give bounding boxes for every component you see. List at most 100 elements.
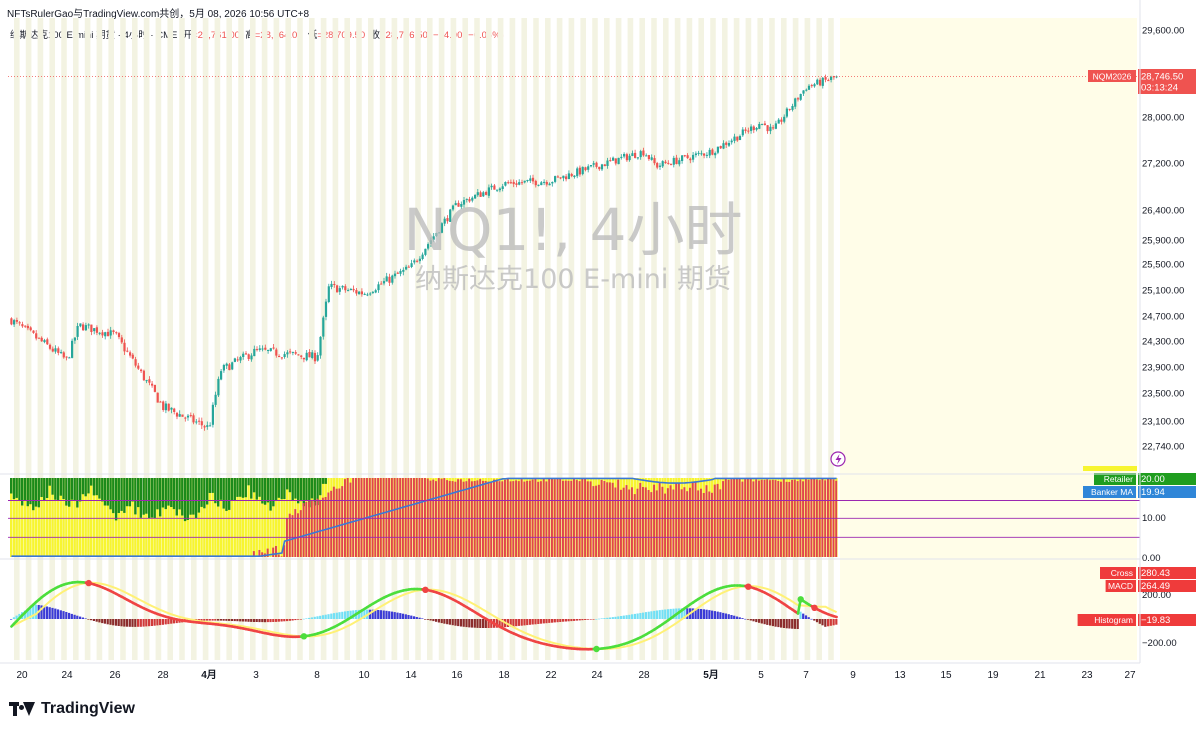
candle-body xyxy=(369,293,372,295)
symbol-name[interactable]: 纳斯达克100 E-mini 期货 · 4小时 · CME xyxy=(10,30,178,41)
session-band xyxy=(580,18,586,660)
candle-body xyxy=(10,318,13,325)
candle-body xyxy=(48,344,52,349)
banker-red-bar xyxy=(319,499,322,557)
candle-body xyxy=(95,327,98,333)
session-band xyxy=(757,18,763,660)
histogram-bar xyxy=(139,619,142,627)
retailer-green-bar xyxy=(236,478,239,497)
retailer-green-bar xyxy=(310,478,314,499)
histogram-bar xyxy=(401,613,405,619)
retailer-yellow-bar xyxy=(10,478,13,557)
histogram-bar xyxy=(385,610,388,619)
retailer-yellow-bar xyxy=(247,478,250,557)
session-band xyxy=(61,18,67,660)
candle-body xyxy=(104,332,107,337)
banker-red-bar xyxy=(288,513,291,557)
candle-body xyxy=(178,414,181,417)
candle-body xyxy=(148,379,151,383)
histogram-bar xyxy=(421,618,424,619)
candle-body xyxy=(636,157,639,159)
time-tick-label: 18 xyxy=(498,670,510,681)
candle-body xyxy=(62,352,65,358)
session-band xyxy=(403,18,409,660)
histogram-bar xyxy=(410,615,413,619)
banker-red-bar xyxy=(528,480,531,557)
histogram-bar xyxy=(313,616,316,619)
candle-body xyxy=(220,371,223,380)
histogram-bar xyxy=(261,619,264,623)
histogram-bar xyxy=(225,619,228,621)
histogram-bar xyxy=(214,619,217,621)
histogram-bar xyxy=(512,619,515,627)
retailer-yellow-bar xyxy=(112,478,115,557)
retailer-yellow-bar xyxy=(59,478,63,557)
histogram-bar xyxy=(12,617,16,619)
candle-body xyxy=(700,153,703,155)
histogram-bar xyxy=(749,619,752,621)
session-band xyxy=(332,18,339,660)
histogram-bar xyxy=(647,611,650,619)
candle-body xyxy=(396,272,399,274)
banker-red-bar xyxy=(338,488,341,557)
retailer-yellow-bar xyxy=(241,478,245,557)
retailer-green-bar xyxy=(225,478,228,511)
histogram-bar xyxy=(338,612,341,619)
candle-body xyxy=(388,276,391,283)
histogram-bar xyxy=(346,611,349,619)
candle-body xyxy=(324,301,328,317)
candle-body xyxy=(156,392,159,403)
candle-body xyxy=(236,359,239,361)
histogram-bar xyxy=(440,619,443,624)
retailer-green-bar xyxy=(59,478,63,496)
retailer-yellow-bar xyxy=(54,478,57,557)
retailer-green-bar xyxy=(299,478,303,502)
time-tick-label: 23 xyxy=(1081,670,1093,681)
candle-body xyxy=(319,336,322,356)
candle-body xyxy=(413,260,416,263)
retailer-yellow-bar xyxy=(84,478,87,557)
histogram-bar xyxy=(581,619,584,621)
histogram-bar xyxy=(175,619,178,624)
histogram-bar xyxy=(117,619,120,626)
retailer-yellow-bar xyxy=(81,478,85,557)
histogram-bar xyxy=(203,619,206,621)
time-tick-label: 5月 xyxy=(703,669,719,681)
candle-body xyxy=(198,420,201,422)
candle-body xyxy=(424,248,427,255)
candle-body xyxy=(609,160,612,162)
candle-body xyxy=(233,358,236,362)
retailer-green-bar xyxy=(117,478,120,513)
histogram-bar xyxy=(603,618,606,619)
candle-body xyxy=(656,163,659,168)
histogram-bar xyxy=(785,619,788,629)
histogram-bar xyxy=(515,619,518,627)
price-tick-label: 25,500.00 xyxy=(1142,260,1184,271)
retailer-yellow-bar xyxy=(258,478,261,557)
histogram-bar xyxy=(344,611,347,619)
histogram-bar xyxy=(451,619,454,626)
histogram-bar xyxy=(148,619,151,627)
histogram-bar xyxy=(534,619,537,625)
retailer-green-bar xyxy=(37,478,40,508)
retailer-yellow-bar xyxy=(68,478,71,557)
lightning-icon[interactable] xyxy=(830,451,846,467)
histogram-bar xyxy=(153,619,156,626)
banker-red-bar xyxy=(788,481,791,557)
contract-tag: NQM2026 xyxy=(1093,72,1132,82)
histogram-bar xyxy=(413,616,416,619)
candle-body xyxy=(620,156,623,158)
histogram-bar xyxy=(683,608,686,619)
histogram-bar xyxy=(73,614,76,619)
candle-body xyxy=(222,365,225,371)
histogram-bar xyxy=(810,618,813,620)
session-band xyxy=(568,18,575,660)
candle-body xyxy=(576,168,579,177)
banker-red-bar xyxy=(310,499,313,557)
candle-body xyxy=(209,425,212,427)
candle-body xyxy=(581,166,584,175)
candle-body xyxy=(474,194,477,199)
histogram-bar xyxy=(446,619,449,625)
brand-footer[interactable]: TradingView xyxy=(9,700,135,718)
